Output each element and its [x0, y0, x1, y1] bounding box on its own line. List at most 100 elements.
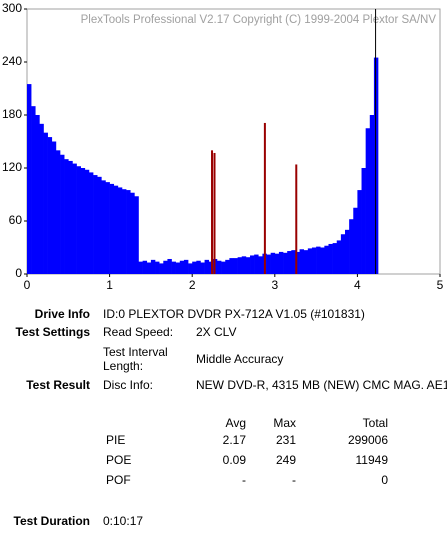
chart-title: PlexTools Professional V2.17 Copyright (… — [81, 14, 437, 26]
cell: 11949 — [356, 453, 389, 467]
bar — [258, 256, 263, 274]
bar — [373, 57, 379, 275]
bar — [291, 250, 296, 274]
bar — [138, 261, 143, 274]
bar — [283, 252, 288, 274]
label: Test Settings — [16, 325, 91, 339]
row-label: POE — [106, 453, 131, 467]
bar — [35, 115, 40, 274]
bar — [221, 261, 226, 274]
bar — [241, 256, 247, 274]
cell: 0 — [381, 473, 388, 487]
bar — [150, 259, 156, 274]
bar — [270, 252, 276, 274]
cell: 2.17 — [223, 433, 247, 447]
bar — [345, 229, 350, 274]
bar — [146, 262, 152, 274]
bar — [303, 250, 309, 274]
value: NEW DVD-R, 4315 MB (NEW) CMC MAG. AE1 — [196, 378, 447, 392]
y-tick-label: 300 — [2, 1, 22, 15]
bar — [179, 260, 185, 274]
bar — [167, 258, 172, 274]
x-tick-label: 0 — [24, 278, 31, 292]
bar — [274, 253, 280, 274]
bar — [353, 207, 358, 274]
bar — [68, 160, 73, 274]
bar — [211, 150, 214, 274]
bar — [332, 243, 338, 274]
value: ID:0 PLEXTOR DVDR PX-712A V1.05 (#101831… — [103, 307, 365, 321]
y-tick-label: 240 — [2, 54, 22, 68]
bar — [43, 132, 48, 274]
bar — [188, 263, 193, 274]
bar — [51, 141, 57, 274]
bar — [336, 240, 342, 274]
bar — [175, 262, 181, 274]
bar — [183, 259, 189, 274]
bar — [101, 180, 106, 274]
bar — [31, 106, 36, 275]
bar — [213, 152, 216, 274]
label: Read Speed: — [103, 325, 173, 339]
bar — [320, 247, 325, 274]
bar — [88, 172, 94, 274]
bar — [361, 168, 366, 274]
bar — [299, 249, 305, 274]
bar — [64, 159, 69, 274]
bar — [196, 260, 201, 274]
bar — [163, 260, 168, 274]
value: 2X CLV — [196, 325, 236, 339]
bar — [84, 169, 90, 274]
bar — [263, 122, 266, 274]
label: Length: — [103, 359, 143, 373]
bar — [76, 166, 81, 274]
bar — [97, 176, 102, 274]
bar — [216, 260, 222, 274]
bar — [159, 263, 164, 274]
bar — [340, 234, 346, 274]
x-tick-label: 1 — [106, 278, 113, 292]
x-tick-label: 5 — [437, 278, 444, 292]
cell: 299006 — [348, 433, 388, 447]
bar — [233, 258, 238, 274]
column-header: Max — [273, 416, 296, 430]
stats-table: Avg Max Total PIE 2.17 231 299006 POE 0.09 249 119… — [106, 416, 388, 487]
bar — [316, 246, 321, 274]
bar — [105, 182, 110, 274]
column-header: Avg — [226, 416, 246, 430]
label: Test Result — [26, 378, 90, 392]
y-tick-label: 180 — [2, 107, 22, 121]
bar — [192, 261, 197, 274]
value: 0:10:17 — [103, 514, 143, 528]
bar — [113, 185, 119, 274]
bar — [121, 189, 127, 274]
value: Middle Accuracy — [196, 352, 283, 366]
cell: 0.09 — [223, 453, 247, 467]
label: Test Duration — [14, 514, 90, 528]
bar — [39, 123, 44, 274]
bar — [324, 245, 329, 274]
cell: 231 — [276, 433, 296, 447]
y-tick-label: 0 — [15, 266, 22, 280]
bar — [208, 261, 214, 274]
y-tick-label: 120 — [2, 160, 22, 174]
bar — [130, 192, 135, 274]
bar — [278, 251, 284, 274]
bar — [142, 260, 148, 274]
cell: - — [292, 473, 296, 487]
y-tick-label: 60 — [9, 213, 23, 227]
bar — [357, 190, 362, 274]
bar — [200, 262, 205, 274]
bar — [117, 187, 123, 274]
bar — [225, 259, 230, 274]
cell: - — [242, 473, 246, 487]
bar — [72, 163, 77, 274]
label: Drive Info — [35, 307, 90, 321]
bar — [307, 248, 313, 274]
bar — [369, 115, 375, 274]
bar — [295, 251, 300, 274]
label: Disc Info: — [103, 378, 153, 392]
bar — [245, 257, 251, 274]
bar — [109, 183, 115, 274]
